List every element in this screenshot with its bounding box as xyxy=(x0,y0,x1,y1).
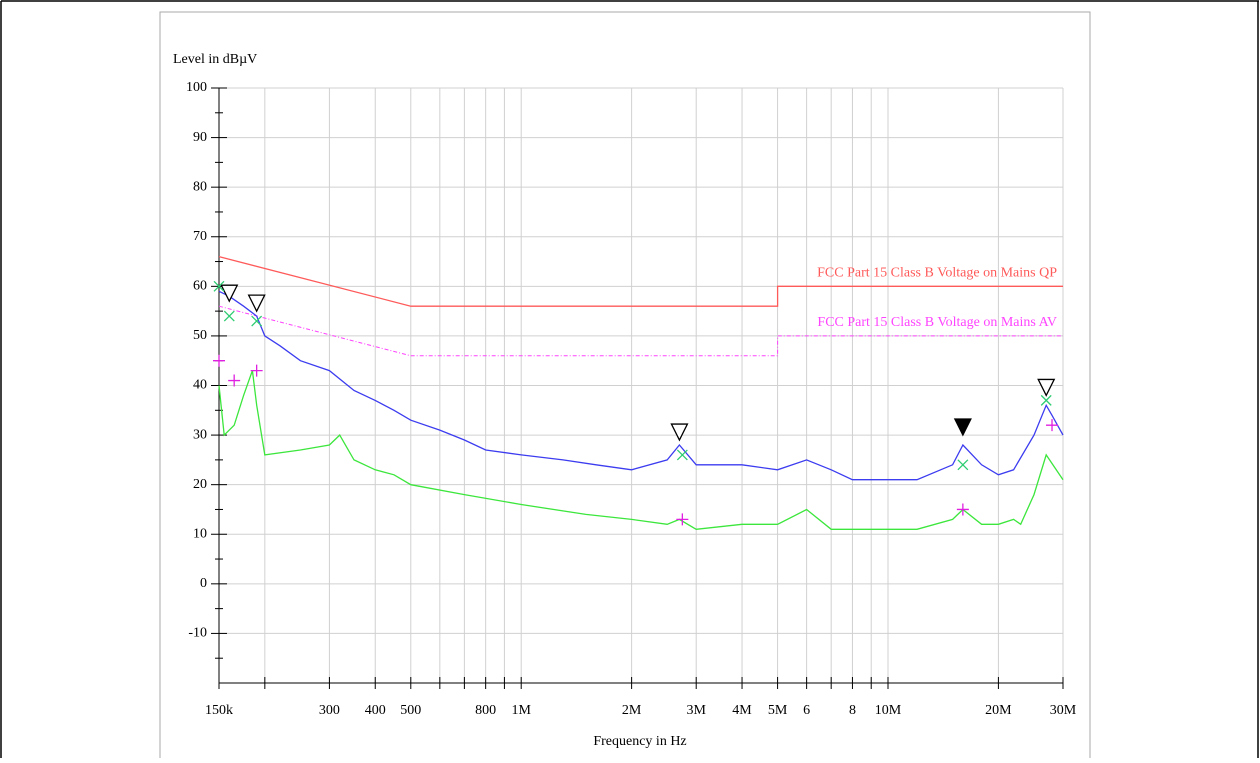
x-tick-label: 400 xyxy=(365,703,386,718)
qp-marker xyxy=(957,459,969,471)
av-marker xyxy=(956,503,969,516)
x-tick-label: 8 xyxy=(849,703,856,718)
av-marker xyxy=(228,374,241,387)
y-axis-label: Level in dBµV xyxy=(173,52,257,67)
x-tick-label: 30M xyxy=(1050,703,1077,718)
series-line xyxy=(218,290,1064,481)
y-tick-label: 20 xyxy=(193,477,207,492)
y-tick-label: 100 xyxy=(186,80,207,95)
peak-marker xyxy=(247,294,266,313)
peak-marker xyxy=(1037,378,1056,397)
peak-marker xyxy=(953,418,972,437)
x-tick-label: 150k xyxy=(205,703,233,718)
x-tick-label: 6 xyxy=(803,703,810,718)
y-tick-label: 0 xyxy=(200,576,207,591)
series-line xyxy=(218,305,1063,357)
qp-marker xyxy=(1040,394,1052,406)
x-tick-label: 300 xyxy=(319,703,340,718)
av-marker xyxy=(250,364,263,377)
x-tick-label: 3M xyxy=(686,703,706,718)
x-tick-label: 20M xyxy=(985,703,1012,718)
x-tick-label: 10M xyxy=(875,703,902,718)
x-tick-label: 2M xyxy=(622,703,642,718)
peak-marker xyxy=(670,423,689,442)
y-tick-label: 60 xyxy=(193,279,207,294)
peak-marker xyxy=(220,284,239,303)
qp-marker xyxy=(676,449,688,461)
x-tick-label: 5M xyxy=(768,703,788,718)
av-marker xyxy=(1046,419,1059,432)
series-line xyxy=(218,370,1064,530)
x-axis-label: Frequency in Hz xyxy=(593,734,686,749)
x-tick-label: 1M xyxy=(511,703,531,718)
limit-label: FCC Part 15 Class B Voltage on Mains QP xyxy=(817,266,1057,281)
y-tick-label: 50 xyxy=(193,328,207,343)
av-marker xyxy=(213,354,225,367)
y-tick-label: 40 xyxy=(193,378,207,393)
x-tick-label: 4M xyxy=(732,703,752,718)
qp-marker xyxy=(213,280,225,292)
limit-label: FCC Part 15 Class B Voltage on Mains AV xyxy=(817,315,1057,330)
x-tick-label: 800 xyxy=(475,703,496,718)
y-tick-label: 90 xyxy=(193,130,207,145)
x-tick-label: 500 xyxy=(400,703,421,718)
series-line xyxy=(218,255,1063,307)
av-marker xyxy=(676,513,689,526)
qp-marker xyxy=(223,310,235,322)
y-tick-label: 10 xyxy=(193,526,207,541)
y-tick-label: 70 xyxy=(193,229,207,244)
y-tick-label: -10 xyxy=(188,626,207,641)
y-tick-label: 80 xyxy=(193,179,207,194)
y-tick-label: 30 xyxy=(193,427,207,442)
qp-marker xyxy=(251,315,263,327)
